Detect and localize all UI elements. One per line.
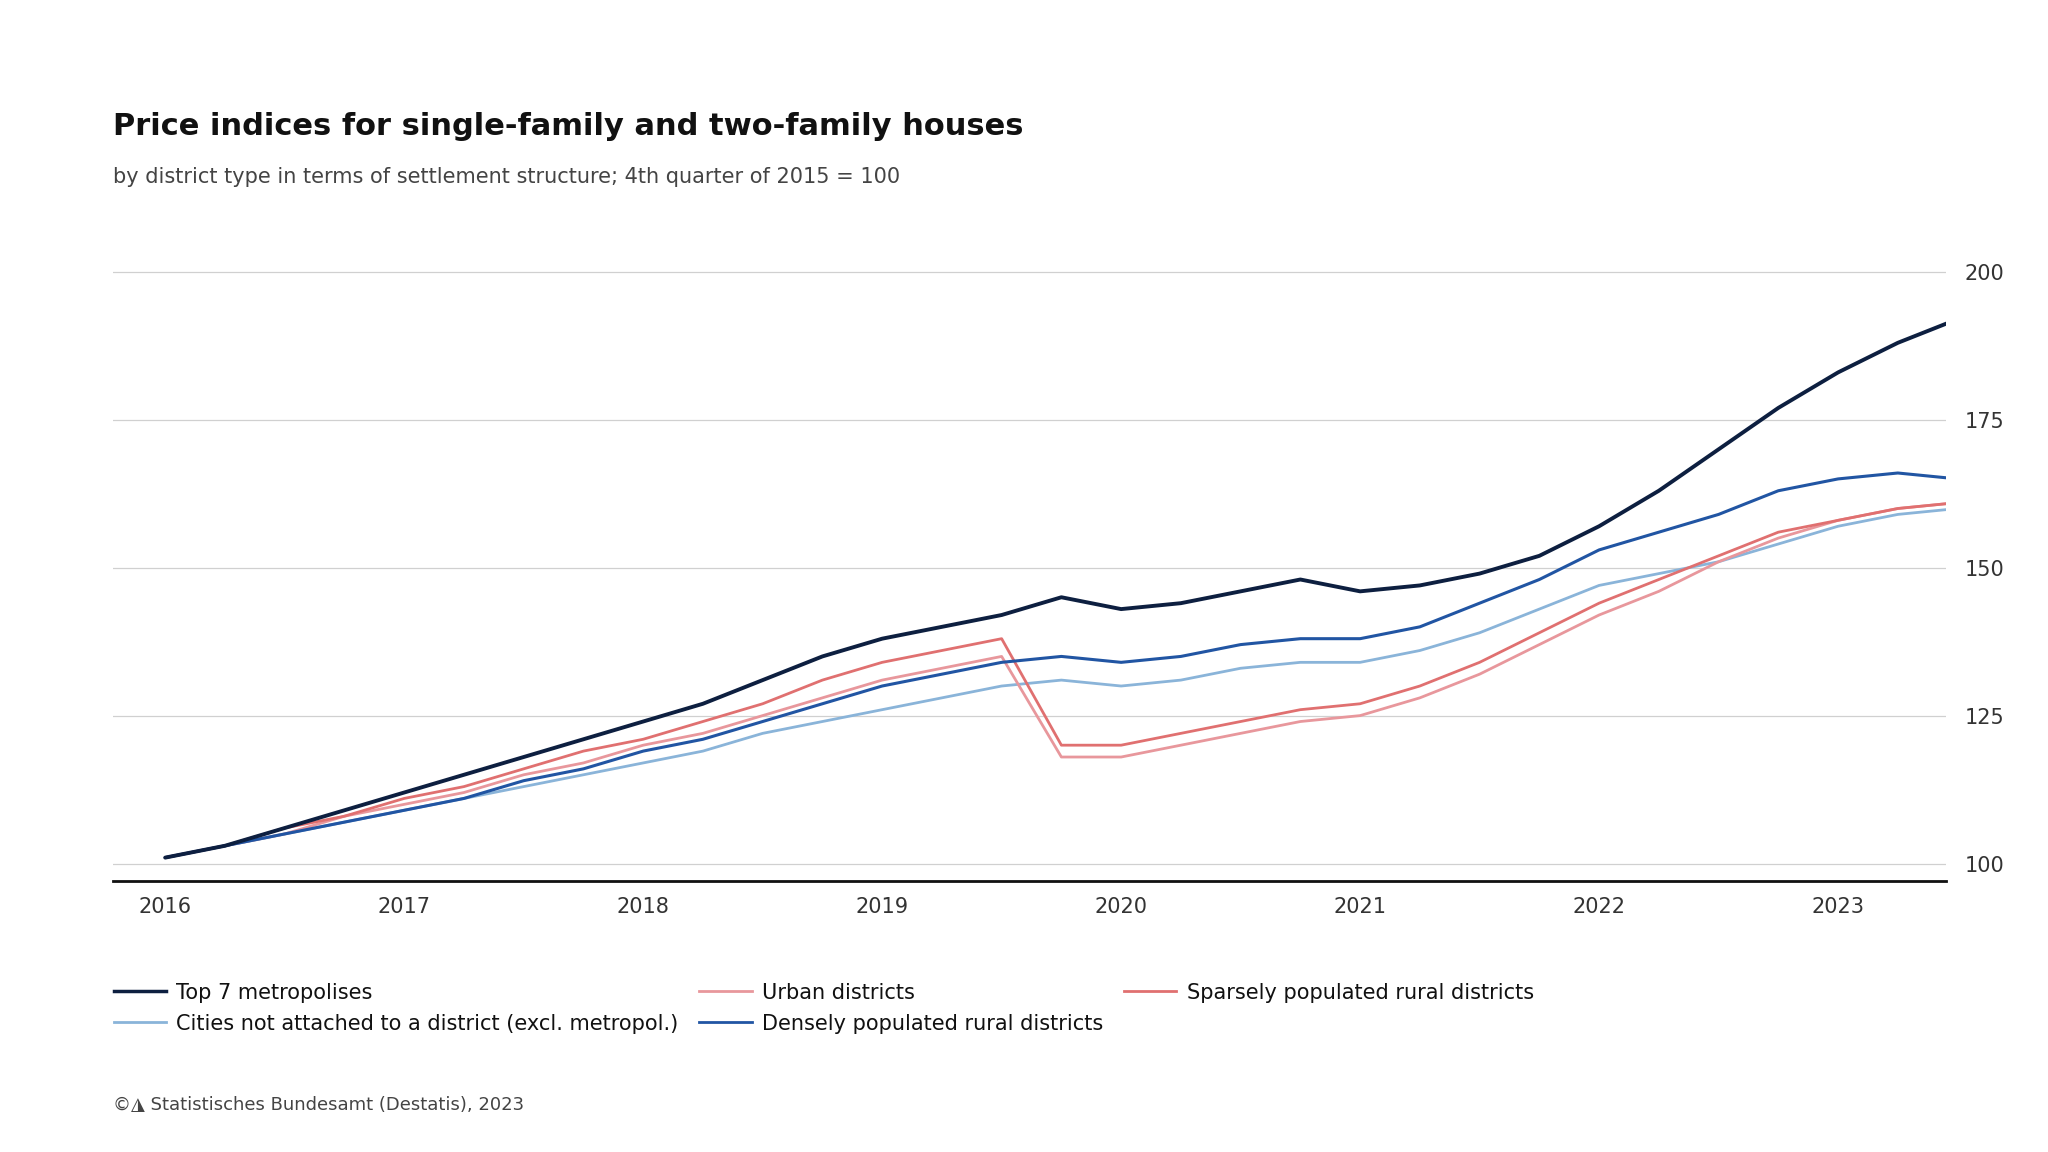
Text: by district type in terms of settlement structure; 4th quarter of 2015 = 100: by district type in terms of settlement … — [113, 167, 899, 187]
Text: Price indices for single-family and two-family houses: Price indices for single-family and two-… — [113, 112, 1024, 141]
Legend: Top 7 metropolises, Cities not attached to a district (excl. metropol.), Urban d: Top 7 metropolises, Cities not attached … — [115, 983, 1534, 1034]
Text: ©◮ Statistisches Bundesamt (Destatis), 2023: ©◮ Statistisches Bundesamt (Destatis), 2… — [113, 1096, 524, 1114]
